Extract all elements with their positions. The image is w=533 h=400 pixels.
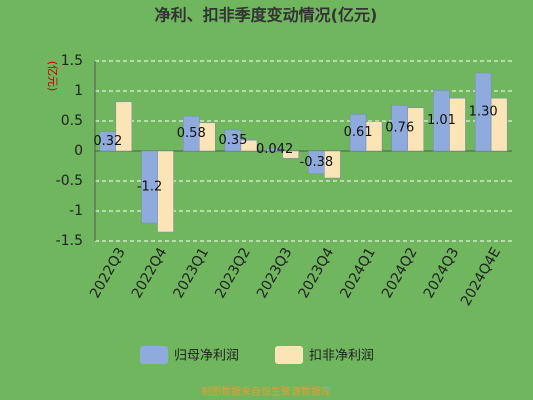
data-label: 0.32: [93, 134, 122, 149]
y-tick-label: 0.5: [61, 113, 83, 129]
data-label: -1.2: [137, 180, 162, 195]
x-tick-label: 2023Q3: [254, 245, 296, 301]
x-tick-label: 2024Q3: [421, 245, 463, 301]
data-label: 0.042: [256, 142, 293, 157]
footnote: 制图数据来自恒生聚源数据库: [201, 385, 331, 398]
bar: [324, 150, 341, 179]
x-tick-label: 2022Q3: [87, 245, 129, 301]
x-tick-label: 2023Q4: [296, 245, 338, 301]
data-label: 1.01: [427, 113, 456, 128]
bar: [115, 101, 133, 152]
y-tick-label: -1: [69, 203, 83, 219]
bar: [240, 139, 258, 152]
data-label: 0.76: [385, 121, 414, 136]
y-tick-label: 1: [74, 83, 83, 99]
bar: [490, 97, 508, 152]
y-tick-label: -1.5: [56, 233, 83, 249]
data-label: 0.61: [344, 125, 373, 140]
data-label: 1.30: [469, 105, 498, 120]
legend-swatch: [275, 346, 303, 364]
x-tick-label: 2024Q4E: [458, 245, 504, 309]
data-label: 0.35: [218, 133, 247, 148]
bar: [266, 148, 283, 152]
bar: [199, 122, 216, 152]
bar: [407, 107, 424, 152]
y-axis-label: (亿元): [46, 61, 59, 92]
data-label: -0.38: [300, 155, 334, 170]
data-label: 0.58: [177, 126, 206, 141]
bar: [449, 97, 466, 152]
bar: [157, 150, 174, 233]
chart-title: 净利、扣非季度变动情况(亿元): [155, 6, 378, 25]
y-tick-label: -0.5: [56, 173, 83, 189]
x-tick-label: 2023Q1: [171, 245, 213, 301]
x-tick-label: 2023Q2: [212, 245, 254, 301]
legend-label: 扣非净利润: [309, 349, 374, 364]
x-tick-label: 2024Q2: [379, 245, 421, 301]
x-tick-label: 2024Q1: [337, 245, 379, 301]
y-tick-label: 0: [74, 143, 83, 159]
bar: [365, 121, 383, 152]
bar: [282, 150, 299, 159]
legend-label: 归母净利润: [174, 349, 239, 364]
legend-swatch: [140, 346, 168, 364]
y-tick-label: 1.5: [61, 53, 83, 69]
x-tick-label: 2022Q4: [129, 245, 171, 301]
